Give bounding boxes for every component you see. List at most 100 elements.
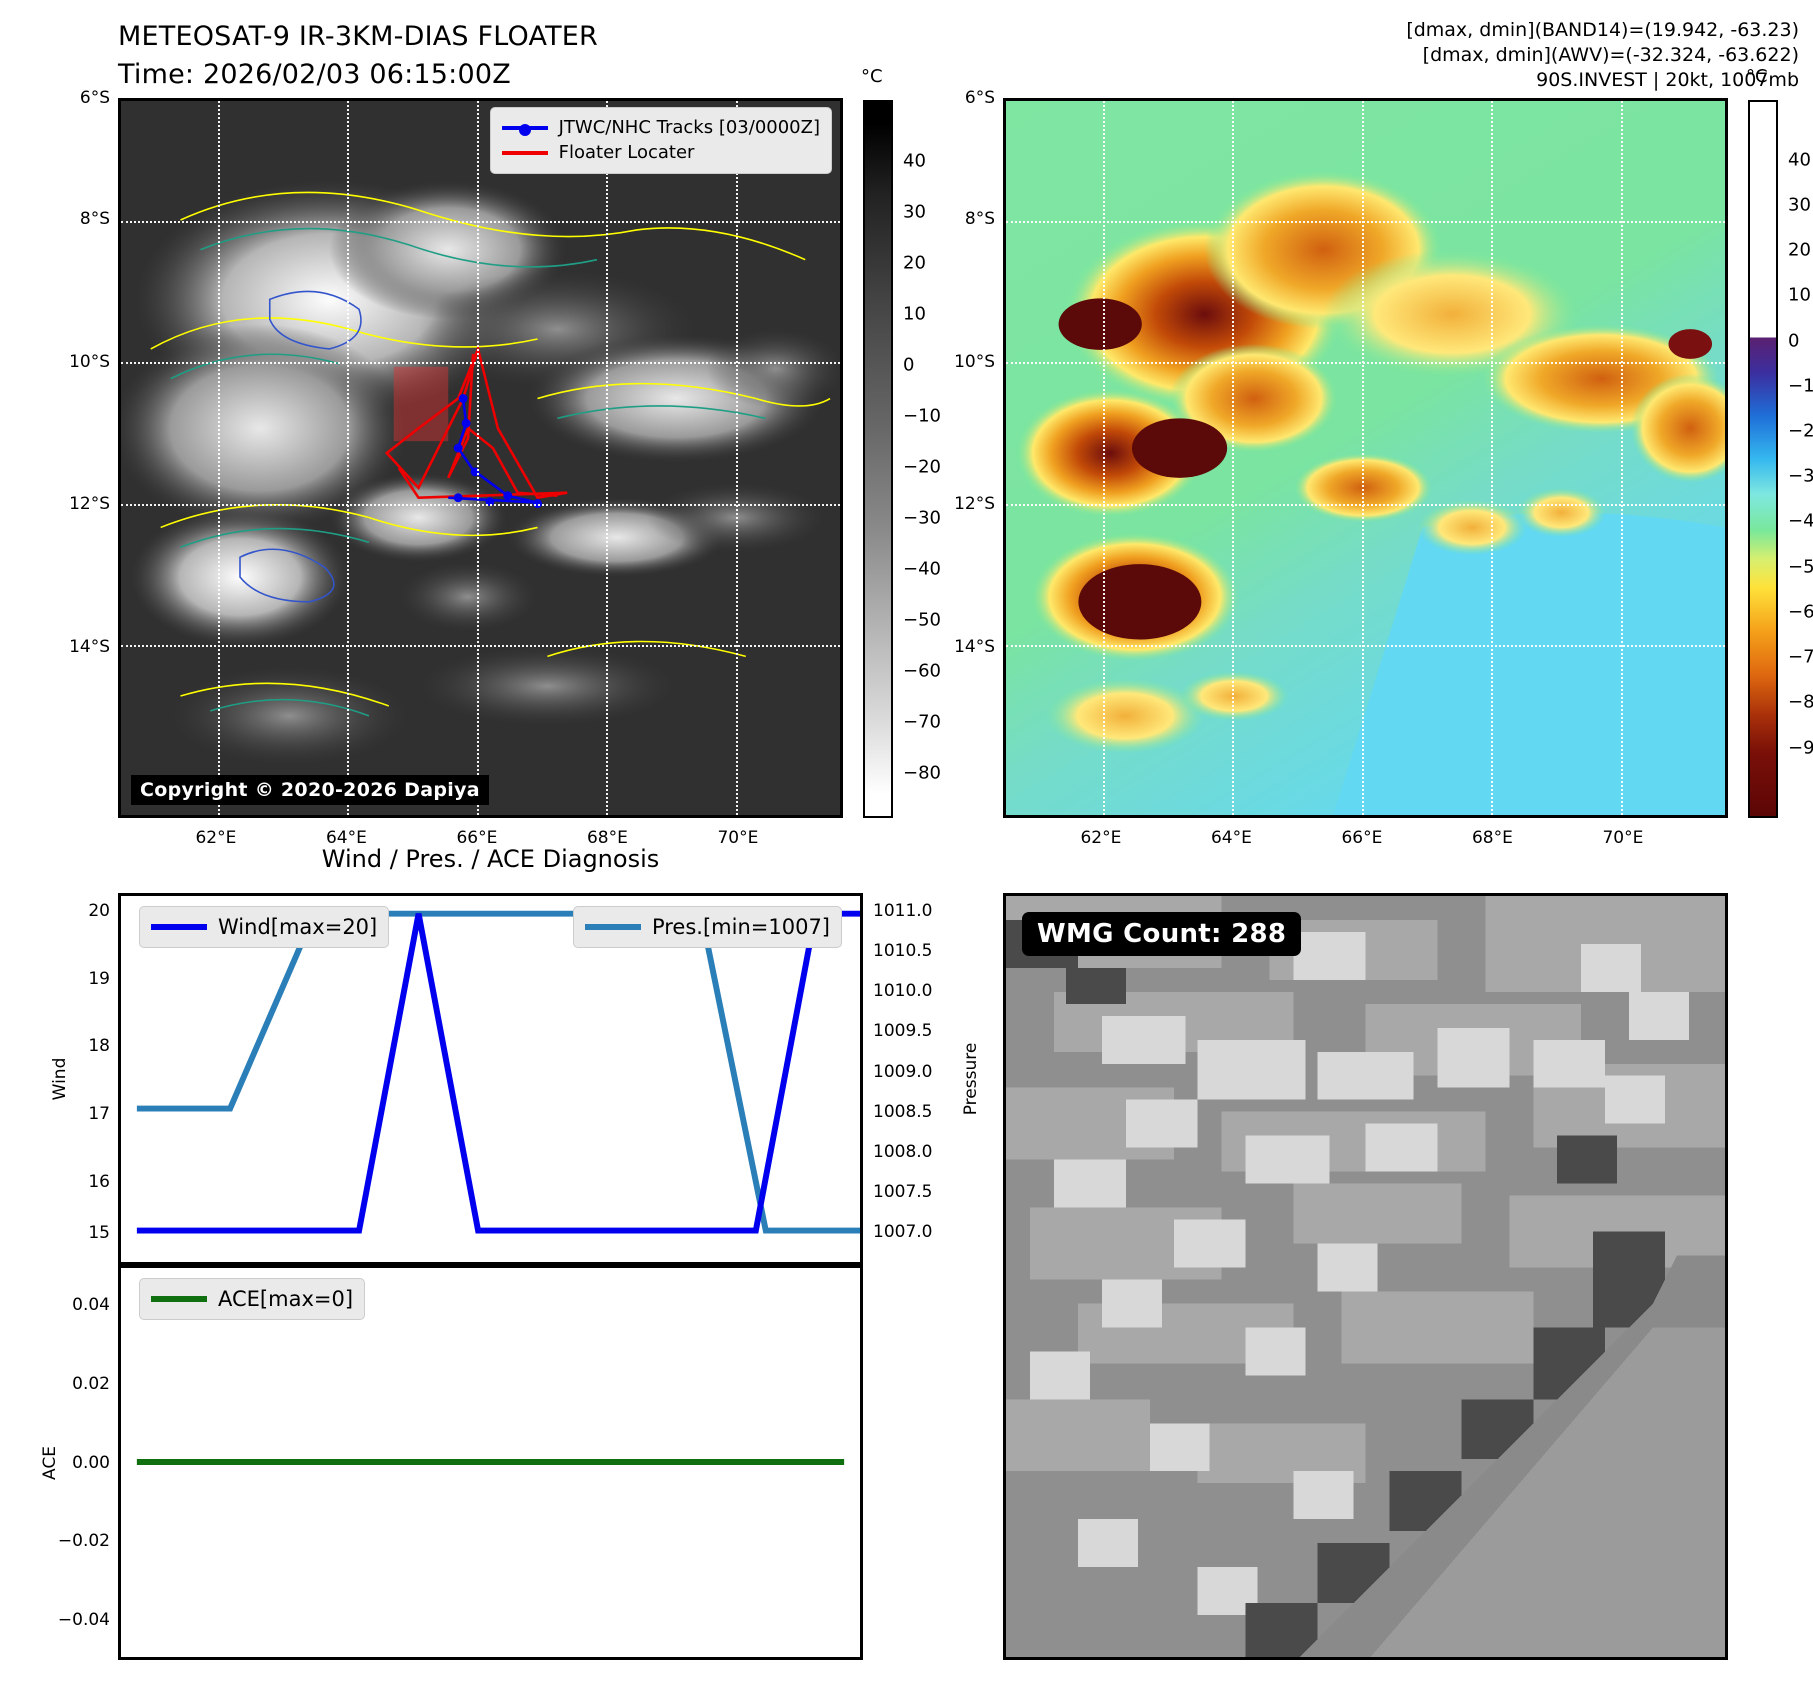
enhanced-ir-image[interactable] [1003, 98, 1728, 818]
legend-item-floater: Floater Locater [501, 140, 820, 165]
gridline-lon-68e [606, 101, 609, 815]
wv-gridline-lon-68e [1491, 101, 1494, 815]
gridline-lat-14s [121, 645, 840, 648]
wv-gridline-lon-66e [1361, 101, 1364, 815]
wind-legend: Wind[max=20] [139, 906, 390, 948]
ace-line [136, 1459, 845, 1465]
ir-cb-tick-m50: −50 [903, 609, 941, 631]
wv-cb-tick-m40: −40 [1788, 510, 1813, 532]
wv-colorbar-unit: °C [1746, 66, 1768, 87]
legend-label-pressure: Pres.[min=1007] [651, 914, 830, 939]
gridline-lon-62e [218, 101, 221, 815]
pres-tick-10105: 1010.5 [873, 941, 933, 962]
ir-cb-tick-30: 30 [903, 201, 926, 223]
wv-lat-tick-12s: 12°S [954, 494, 995, 515]
satellite-title: METEOSAT-9 IR-3KM-DIAS FLOATER [118, 21, 599, 52]
wv-lon-tick-62e: 62°E [1080, 828, 1122, 848]
ir-lat-tick-8s: 8°S [79, 208, 110, 229]
legend-item-wind: Wind[max=20] [151, 914, 377, 939]
wmg-microwave-image[interactable]: WMG Count: 288 [1003, 893, 1728, 1660]
ir-cloud-field [121, 101, 840, 815]
wv-cb-tick-20: 20 [1788, 239, 1811, 261]
legend-label-floater: Floater Locater [558, 142, 695, 163]
wv-cb-tick-m80: −80 [1788, 691, 1813, 713]
ir-legend: JTWC/NHC Tracks [03/0000Z] Floater Locat… [489, 107, 832, 174]
wv-lat-tick-6s: 6°S [964, 88, 995, 108]
wind-pressure-lines [136, 910, 860, 1234]
ace-tick-004: 0.04 [72, 1295, 110, 1316]
wv-lon-tick-68e: 68°E [1471, 828, 1513, 848]
ace-legend: ACE[max=0] [139, 1278, 366, 1320]
legend-item-tracks: JTWC/NHC Tracks [03/0000Z] [501, 115, 820, 140]
storm-summary: 90S.INVEST | 20kt, 1007mb [1536, 69, 1799, 91]
wv-colorbar-gradient [1748, 100, 1778, 818]
wv-lat-tick-10s: 10°S [954, 351, 995, 372]
legend-label-tracks: JTWC/NHC Tracks [03/0000Z] [558, 117, 820, 138]
dmax-band14: [dmax, dmin](BAND14)=(19.942, -63.23) [1406, 19, 1799, 41]
ir-colorbar-unit: °C [861, 66, 883, 87]
wv-cb-tick-0: 0 [1788, 330, 1800, 352]
wind-line-icon [151, 923, 207, 930]
pres-tick-10075: 1007.5 [873, 1182, 933, 1203]
timestamp: Time: 2026/02/03 06:15:00Z [118, 59, 511, 90]
wv-cb-tick-m10: −10 [1788, 375, 1813, 397]
wv-cb-tick-m60: −60 [1788, 601, 1813, 623]
ir-cb-tick-m80: −80 [903, 762, 941, 784]
ir-colorbar: °C 40 30 20 10 0 −10 −20 −30 −40 −50 −60… [861, 66, 941, 818]
ir-cb-tick-m30: −30 [903, 507, 941, 529]
wv-gridline-lat-8s [1006, 220, 1725, 223]
ir-satellite-image[interactable]: JTWC/NHC Tracks [03/0000Z] Floater Locat… [118, 98, 843, 818]
ace-line-icon [151, 1295, 207, 1302]
pressure-axis-label: Pressure [961, 1042, 981, 1116]
dmax-awv: [dmax, dmin](AWV)=(-32.324, -63.622) [1422, 44, 1799, 66]
wv-gridline-lat-10s [1006, 362, 1725, 365]
ir-cb-tick-10: 10 [903, 303, 926, 325]
wind-axis-label: Wind [50, 1057, 70, 1101]
pressure-line-icon [584, 923, 641, 930]
ir-cb-tick-40: 40 [903, 150, 926, 172]
legend-label-ace: ACE[max=0] [218, 1286, 354, 1311]
wv-cb-tick-40: 40 [1788, 149, 1811, 171]
ir-lat-tick-10s: 10°S [69, 351, 110, 372]
wmg-count-badge: WMG Count: 288 [1022, 912, 1302, 956]
copyright-notice: Copyright © 2020-2026 Dapiya [131, 775, 489, 805]
gridline-lat-12s [121, 503, 840, 506]
gridline-lat-8s [121, 220, 840, 223]
track-dot-icon [518, 123, 531, 136]
ace-chart[interactable]: ACE[max=0] [118, 1265, 863, 1660]
wind-pressure-chart[interactable]: Wind[max=20] Pres.[min=1007] [118, 893, 863, 1265]
wind-tick-17: 17 [88, 1103, 110, 1124]
wind-tick-20: 20 [88, 900, 110, 921]
ir-cb-tick-m10: −10 [903, 405, 941, 427]
ir-colorbar-gradient [863, 100, 893, 818]
track-line-icon [501, 123, 548, 136]
wv-cb-tick-m70: −70 [1788, 646, 1813, 668]
ir-cb-tick-m40: −40 [903, 558, 941, 580]
pres-tick-10095: 1009.5 [873, 1021, 933, 1042]
diagnosis-chart-title: Wind / Pres. / ACE Diagnosis [321, 845, 660, 873]
gridline-lon-70e [735, 101, 738, 815]
wv-cb-tick-m90: −90 [1788, 737, 1813, 759]
gridline-lon-64e [347, 101, 350, 815]
gridline-lat-10s [121, 362, 840, 365]
pres-tick-1008: 1008.0 [873, 1141, 933, 1162]
legend-label-wind: Wind[max=20] [218, 914, 378, 939]
pres-tick-1010: 1010.0 [873, 981, 933, 1002]
ace-tick-m004: −0.04 [57, 1609, 110, 1630]
wv-cb-tick-m50: −50 [1788, 556, 1813, 578]
wv-gridline-lon-70e [1620, 101, 1623, 815]
legend-item-ace: ACE[max=0] [151, 1286, 353, 1311]
wind-tick-19: 19 [88, 968, 110, 989]
pressure-legend: Pres.[min=1007] [572, 906, 842, 948]
wv-cb-tick-30: 30 [1788, 194, 1811, 216]
ace-tick-002: 0.02 [72, 1373, 110, 1394]
gridline-lon-66e [476, 101, 479, 815]
wv-cb-tick-m30: −30 [1788, 465, 1813, 487]
ir-cb-tick-m70: −70 [903, 711, 941, 733]
wind-tick-16: 16 [88, 1171, 110, 1192]
ir-lat-tick-6s: 6°S [79, 88, 110, 108]
ace-axis-label: ACE [40, 1445, 60, 1480]
wv-cb-tick-m20: −20 [1788, 420, 1813, 442]
wv-lat-tick-14s: 14°S [954, 636, 995, 657]
ir-cb-tick-m20: −20 [903, 456, 941, 478]
